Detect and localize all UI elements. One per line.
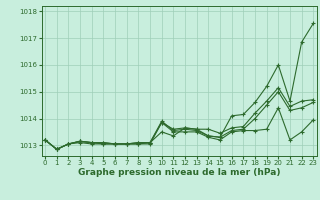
X-axis label: Graphe pression niveau de la mer (hPa): Graphe pression niveau de la mer (hPa) xyxy=(78,168,280,177)
